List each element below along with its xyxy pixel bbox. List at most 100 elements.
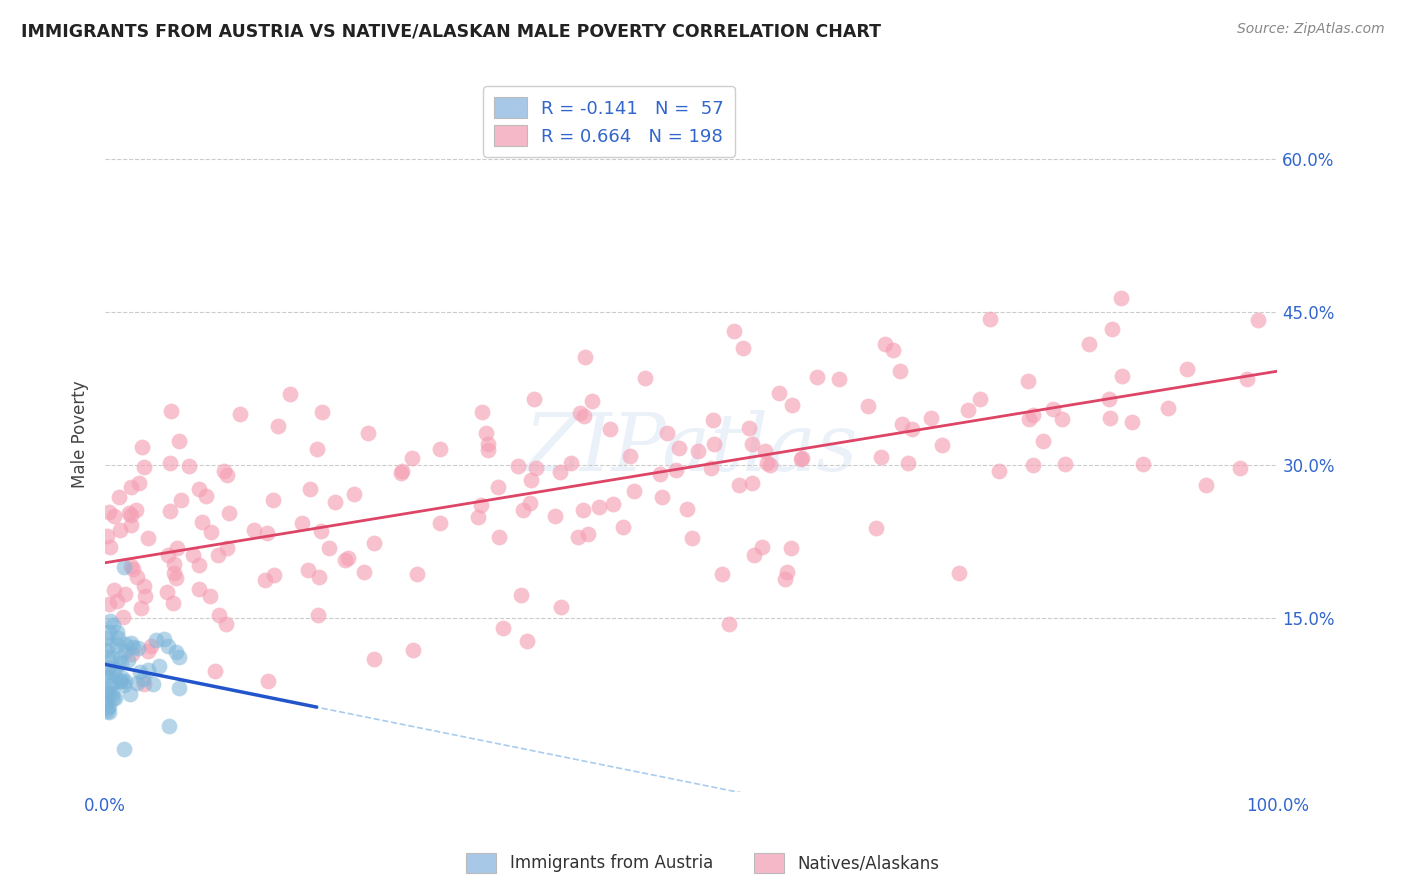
Point xyxy=(156,640,179,654)
Point xyxy=(118,687,141,701)
Point xyxy=(568,406,591,420)
Point xyxy=(336,551,359,566)
Point xyxy=(524,461,547,475)
Point xyxy=(131,601,153,615)
Point xyxy=(120,480,142,494)
Point xyxy=(702,413,724,427)
Point xyxy=(477,443,499,458)
Point xyxy=(118,507,141,521)
Point xyxy=(520,474,543,488)
Point xyxy=(228,407,250,421)
Point xyxy=(114,644,136,658)
Point xyxy=(773,572,796,586)
Point xyxy=(127,640,149,655)
Point xyxy=(96,701,118,715)
Point xyxy=(204,664,226,678)
Point xyxy=(665,463,688,477)
Point xyxy=(343,487,366,501)
Point xyxy=(576,527,599,541)
Point xyxy=(471,405,494,419)
Point xyxy=(159,403,181,417)
Point xyxy=(104,662,127,676)
Point xyxy=(523,392,546,406)
Point xyxy=(1109,291,1132,305)
Point xyxy=(136,532,159,546)
Point xyxy=(1229,461,1251,475)
Point xyxy=(136,663,159,677)
Point xyxy=(655,425,678,440)
Point xyxy=(165,645,187,659)
Point xyxy=(177,458,200,473)
Point xyxy=(125,570,148,584)
Point xyxy=(308,570,330,584)
Point xyxy=(101,690,124,705)
Point xyxy=(612,519,634,533)
Point xyxy=(1042,402,1064,417)
Point xyxy=(710,567,733,582)
Point xyxy=(623,483,645,498)
Point xyxy=(875,336,897,351)
Point xyxy=(98,639,121,653)
Point xyxy=(159,504,181,518)
Point xyxy=(1132,457,1154,471)
Point xyxy=(114,587,136,601)
Point xyxy=(389,466,412,480)
Point xyxy=(581,394,603,409)
Point xyxy=(550,466,572,480)
Point xyxy=(267,419,290,434)
Point xyxy=(188,558,211,572)
Point xyxy=(477,436,499,450)
Y-axis label: Male Poverty: Male Poverty xyxy=(72,381,89,489)
Point xyxy=(948,566,970,580)
Point xyxy=(218,506,240,520)
Point xyxy=(157,548,180,562)
Point xyxy=(353,566,375,580)
Point xyxy=(516,634,538,648)
Point xyxy=(571,503,593,517)
Point xyxy=(650,467,672,482)
Legend: R = -0.141   N =  57, R = 0.664   N = 198: R = -0.141 N = 57, R = 0.664 N = 198 xyxy=(484,87,735,157)
Point xyxy=(169,434,191,448)
Point xyxy=(728,478,751,492)
Point xyxy=(1175,361,1198,376)
Point xyxy=(634,371,657,385)
Point xyxy=(101,665,124,679)
Point xyxy=(1018,412,1040,426)
Point xyxy=(896,456,918,470)
Point xyxy=(256,525,278,540)
Point xyxy=(153,632,176,646)
Point xyxy=(96,631,118,645)
Point xyxy=(163,557,186,571)
Point xyxy=(117,653,139,667)
Point xyxy=(188,582,211,597)
Point xyxy=(782,398,804,412)
Point xyxy=(1022,458,1045,473)
Point xyxy=(297,563,319,577)
Point xyxy=(318,541,340,556)
Point xyxy=(132,579,155,593)
Point xyxy=(129,665,152,679)
Point xyxy=(741,437,763,451)
Point xyxy=(97,685,120,699)
Point xyxy=(486,480,509,494)
Point xyxy=(651,491,673,505)
Point xyxy=(98,505,121,519)
Point xyxy=(207,548,229,562)
Point xyxy=(560,456,582,470)
Point xyxy=(298,482,321,496)
Point xyxy=(170,492,193,507)
Point xyxy=(806,369,828,384)
Point xyxy=(309,524,332,538)
Point xyxy=(492,621,515,635)
Point xyxy=(668,441,690,455)
Text: IMMIGRANTS FROM AUSTRIA VS NATIVE/ALASKAN MALE POVERTY CORRELATION CHART: IMMIGRANTS FROM AUSTRIA VS NATIVE/ALASKA… xyxy=(21,22,882,40)
Point xyxy=(550,599,572,614)
Point xyxy=(742,548,765,562)
Point xyxy=(98,614,121,628)
Point xyxy=(567,530,589,544)
Point xyxy=(104,690,127,705)
Point xyxy=(470,498,492,512)
Point xyxy=(96,686,118,700)
Point xyxy=(110,673,132,688)
Point xyxy=(263,568,285,582)
